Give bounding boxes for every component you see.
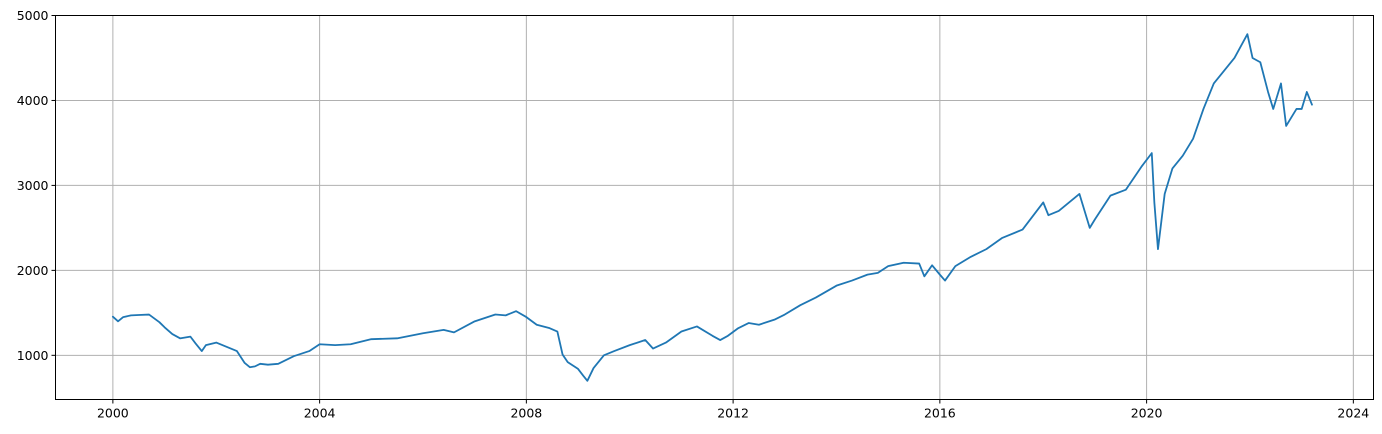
series-layer xyxy=(111,33,1313,382)
y-tick-label: 1000 xyxy=(17,348,49,363)
x-tick-label: 2004 xyxy=(304,406,336,421)
x-tick-label: 2024 xyxy=(1337,406,1369,421)
y-tick-label: 5000 xyxy=(17,8,49,23)
grid-lines xyxy=(55,15,1374,400)
y-tick-label: 4000 xyxy=(17,93,49,108)
y-tick-label: 2000 xyxy=(17,263,49,278)
x-tick-label: 2012 xyxy=(717,406,749,421)
series-line xyxy=(111,33,1313,382)
x-tick-label: 2000 xyxy=(97,406,129,421)
x-tick-label: 2020 xyxy=(1131,406,1163,421)
plot-frame xyxy=(55,15,1374,400)
y-tick-label: 3000 xyxy=(17,178,49,193)
axis-ticks: 2000 2004 2008 2012 2016 2020 2024 1000 2000 3000… xyxy=(17,8,1370,421)
x-tick-label: 2008 xyxy=(510,406,542,421)
x-tick-label: 2016 xyxy=(924,406,956,421)
